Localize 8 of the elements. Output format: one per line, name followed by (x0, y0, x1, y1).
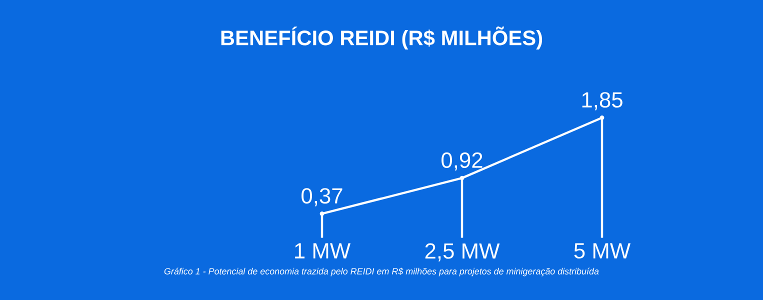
x-tick-label: 2,5 MW (425, 243, 500, 262)
text: Gráfico 1 - Potencial de economia trazida pelo REIDI em R$ milhões para projetos de minigeração distribuída (164, 268, 599, 276)
data-label: 0,92 (442, 152, 482, 171)
data-label: 1,85 (582, 92, 622, 110)
data-label: 0,37 (302, 188, 342, 206)
chart-title: BENEFÍCIO REIDI (R$ MILHÕES) (221, 26, 542, 50)
x-tick-label: 5 MW (574, 243, 631, 259)
x-tick-label: 1 MW (295, 243, 351, 258)
